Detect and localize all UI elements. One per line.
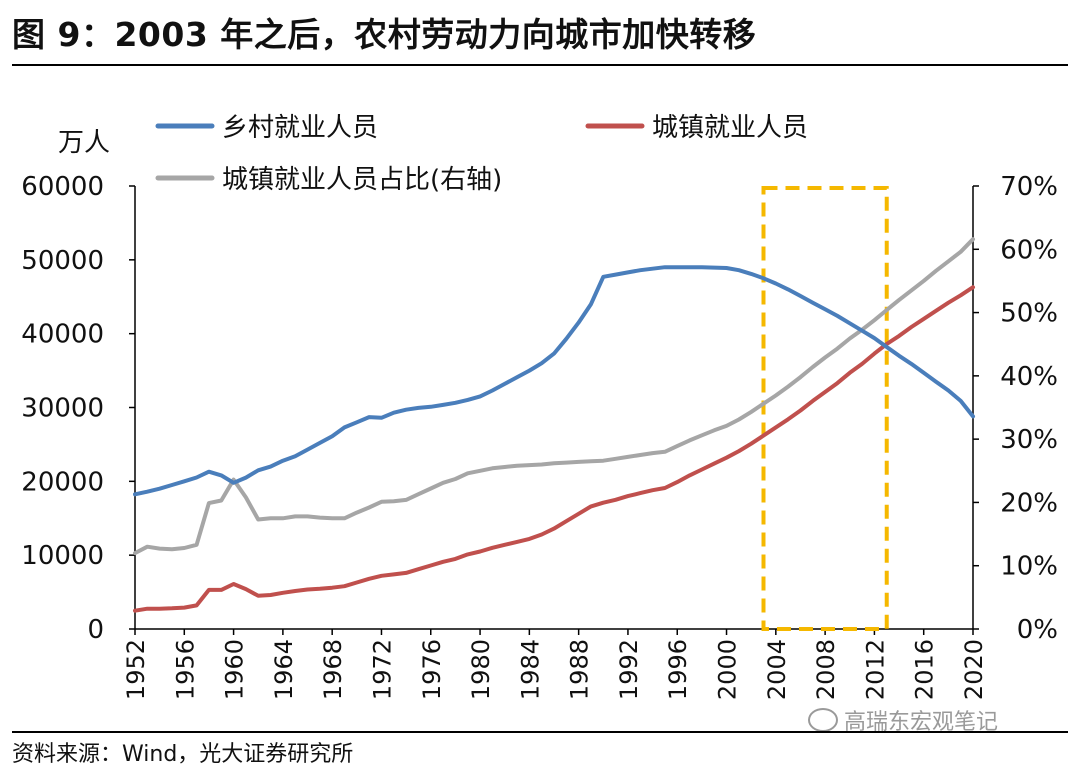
x-tick-label: 1952 xyxy=(122,639,150,700)
watermark: 高瑞东宏观笔记 xyxy=(808,704,998,736)
left-tick-label: 10000 xyxy=(21,541,104,571)
rural-employment-line xyxy=(133,265,975,497)
right-tick-label: 50% xyxy=(1000,299,1058,329)
left-tick-label: 20000 xyxy=(21,467,104,497)
x-tick-label: 1964 xyxy=(270,639,298,700)
left-tick-label: 50000 xyxy=(21,246,104,276)
legend-urban-employment-label: 城镇就业人员 xyxy=(652,113,808,143)
x-tick-label: 1960 xyxy=(221,639,249,700)
bottom-rule xyxy=(12,731,1068,733)
left-tick-label: 0 xyxy=(87,615,104,645)
x-tick-label: 2008 xyxy=(812,639,840,700)
right-tick-label: 70% xyxy=(1000,172,1058,202)
right-tick-label: 20% xyxy=(1000,488,1058,518)
x-tick-label: 1992 xyxy=(615,639,643,700)
watermark-text: 高瑞东宏观笔记 xyxy=(844,710,999,735)
right-tick-label: 30% xyxy=(1000,425,1058,455)
right-tick-label: 40% xyxy=(1000,362,1058,392)
source-note: 资料来源：Wind，光大证券研究所 xyxy=(12,742,354,767)
x-tick-label: 1956 xyxy=(171,639,199,700)
x-tick-label: 2012 xyxy=(861,639,889,700)
x-tick-label: 2016 xyxy=(911,639,939,700)
left-tick-label: 60000 xyxy=(21,172,104,202)
x-tick-label: 2004 xyxy=(763,639,791,700)
top-rule xyxy=(12,64,1068,66)
right-tick-label: 10% xyxy=(1000,552,1058,582)
urban-share-line xyxy=(133,237,975,556)
right-tick-label: 60% xyxy=(1000,235,1058,265)
right-tick-label: 0% xyxy=(1017,615,1058,645)
x-tick-label: 1980 xyxy=(467,639,495,700)
left-tick-label: 30000 xyxy=(21,394,104,424)
left-axis-unit: 万人 xyxy=(58,128,110,158)
series-lines xyxy=(133,237,975,613)
figure-title: 图 9：2003 年之后，农村劳动力向城市加快转移 xyxy=(12,15,757,54)
wechat-icon xyxy=(808,708,838,732)
x-tick-label: 1984 xyxy=(516,639,544,700)
x-tick-label: 1972 xyxy=(368,639,396,700)
line-chart: 0 10000 20000 30000 40000 50000 60000 万人 0% 10% 20… xyxy=(21,113,1058,700)
urban-employment-line xyxy=(133,285,975,613)
x-tick-label: 1996 xyxy=(664,639,692,700)
x-tick-label: 1988 xyxy=(566,639,594,700)
highlight-box xyxy=(761,186,889,631)
x-tick-label: 1968 xyxy=(319,639,347,700)
x-tick-label: 2020 xyxy=(960,639,988,700)
left-tick-label: 40000 xyxy=(21,320,104,350)
legend-rural-employment-label: 乡村就业人员 xyxy=(222,113,378,143)
legend-urban-share-label: 城镇就业人员占比(右轴) xyxy=(222,165,502,195)
x-tick-label: 2000 xyxy=(714,639,742,700)
x-tick-label: 1976 xyxy=(418,639,446,700)
highlight-box-group xyxy=(761,186,889,631)
chart-axes: 0 10000 20000 30000 40000 50000 60000 万人 0% 10% 20… xyxy=(21,128,1058,700)
